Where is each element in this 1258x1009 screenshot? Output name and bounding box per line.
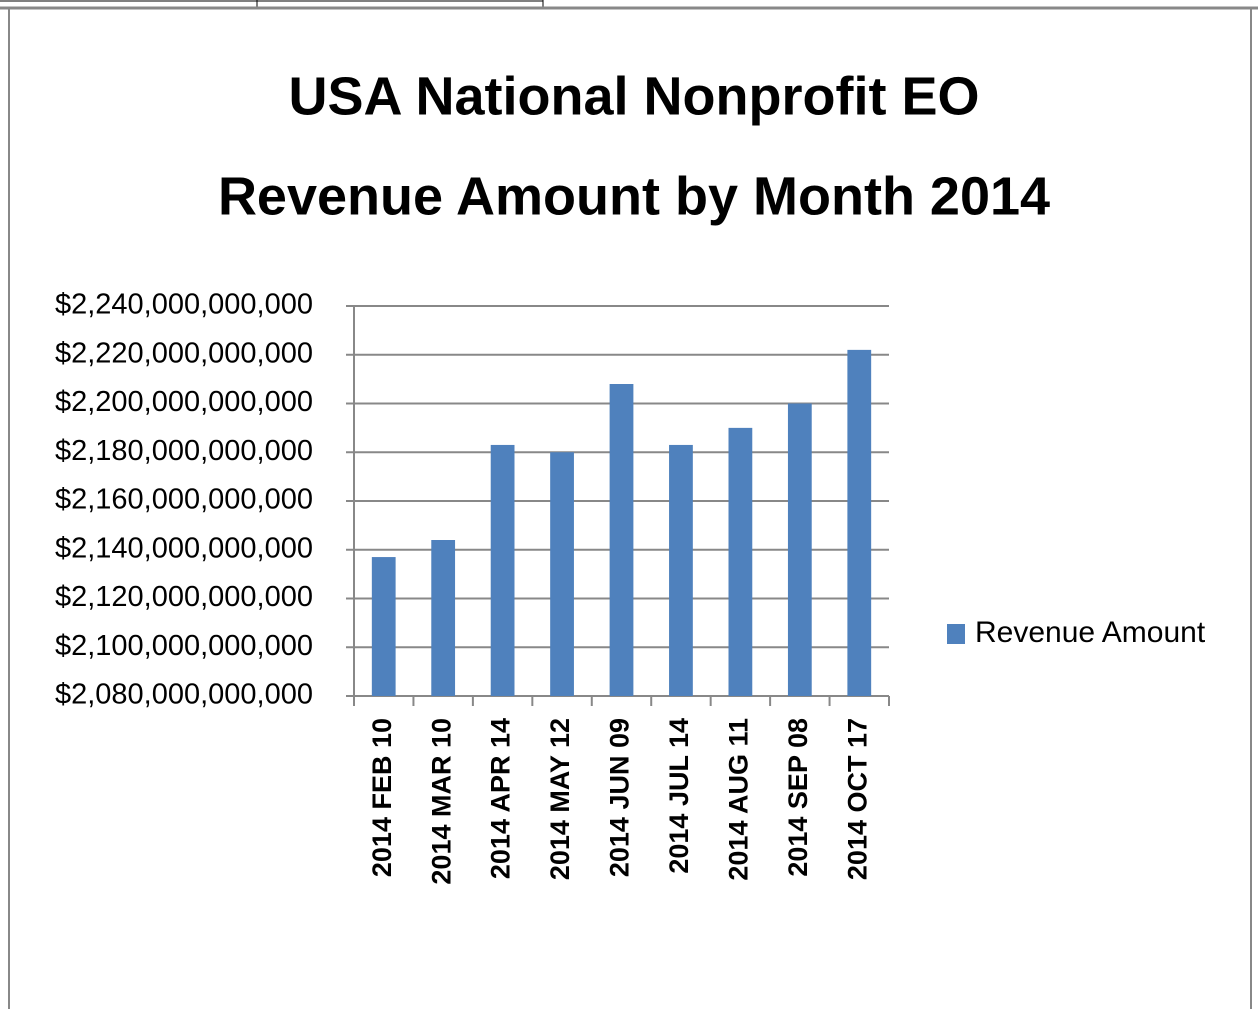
- x-tick-label: 2014 MAY 12: [545, 718, 575, 880]
- x-tick-label: 2014 AUG 11: [724, 718, 754, 881]
- bar: [847, 349, 872, 696]
- x-tick-label: 2014 APR 14: [486, 718, 516, 879]
- y-tick-label: $2,240,000,000,000: [55, 289, 313, 321]
- bar: [669, 444, 693, 696]
- bar: [431, 540, 456, 696]
- bar: [728, 427, 753, 696]
- y-tick-label: $2,160,000,000,000: [55, 484, 313, 516]
- bar: [550, 452, 574, 696]
- y-tick-label: $2,140,000,000,000: [55, 532, 313, 564]
- y-tick-label: $2,120,000,000,000: [55, 581, 313, 613]
- legend-label: Revenue Amount: [975, 616, 1206, 649]
- bar: [787, 403, 812, 696]
- x-tick-label: 2014 OCT 17: [842, 718, 872, 880]
- y-tick-label: $2,200,000,000,000: [55, 386, 313, 418]
- x-tick-label: 2014 MAR 10: [426, 718, 456, 885]
- x-tick-label: 2014 SEP 08: [783, 718, 813, 877]
- chart-title: Revenue Amount by Month 2014: [218, 166, 1050, 226]
- chart-title: USA National Nonprofit EO: [289, 66, 980, 126]
- x-tick-label: 2014 JUL 14: [664, 718, 694, 874]
- x-tick-label: 2014 JUN 09: [605, 718, 635, 877]
- y-tick-label: $2,080,000,000,000: [55, 679, 313, 711]
- legend-swatch: [947, 624, 965, 644]
- bar: [371, 557, 396, 696]
- y-tick-label: $2,100,000,000,000: [55, 630, 313, 662]
- y-tick-label: $2,220,000,000,000: [55, 337, 313, 369]
- bar: [609, 384, 634, 696]
- y-tick-label: $2,180,000,000,000: [55, 435, 313, 467]
- bar: [490, 444, 515, 696]
- x-tick-label: 2014 FEB 10: [367, 718, 397, 877]
